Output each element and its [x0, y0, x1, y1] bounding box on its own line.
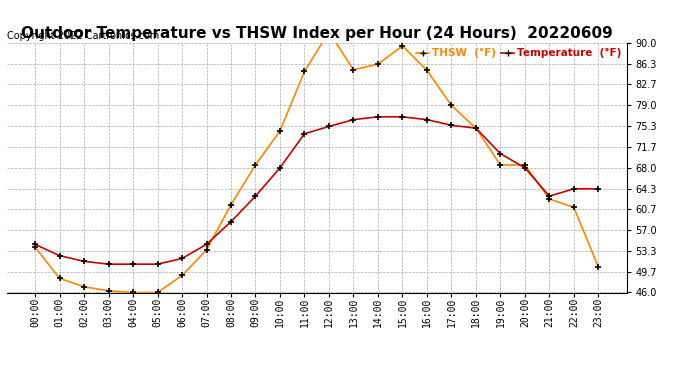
- Temperature  (°F): [496, 152, 504, 156]
- Line: Temperature  (°F): Temperature (°F): [32, 113, 602, 268]
- THSW  (°F): [594, 265, 602, 269]
- Temperature  (°F): [129, 262, 137, 266]
- Temperature  (°F): [276, 165, 284, 170]
- Temperature  (°F): [570, 186, 578, 191]
- THSW  (°F): [349, 68, 357, 72]
- THSW  (°F): [178, 273, 186, 278]
- Text: Copyright 2022 Cartronics.com: Copyright 2022 Cartronics.com: [7, 31, 159, 40]
- Title: Outdoor Temperature vs THSW Index per Hour (24 Hours)  20220609: Outdoor Temperature vs THSW Index per Ho…: [21, 26, 613, 40]
- THSW  (°F): [398, 44, 406, 48]
- Temperature  (°F): [178, 256, 186, 261]
- THSW  (°F): [153, 290, 161, 295]
- Temperature  (°F): [300, 132, 308, 136]
- THSW  (°F): [276, 129, 284, 133]
- Temperature  (°F): [153, 262, 161, 266]
- THSW  (°F): [80, 285, 88, 289]
- THSW  (°F): [496, 163, 504, 167]
- Temperature  (°F): [447, 123, 455, 128]
- THSW  (°F): [447, 103, 455, 108]
- Temperature  (°F): [55, 254, 63, 258]
- THSW  (°F): [472, 126, 480, 130]
- Temperature  (°F): [202, 242, 210, 247]
- THSW  (°F): [423, 68, 431, 73]
- Temperature  (°F): [251, 194, 259, 198]
- THSW  (°F): [31, 245, 39, 249]
- THSW  (°F): [55, 276, 63, 280]
- THSW  (°F): [104, 288, 112, 293]
- Line: THSW  (°F): THSW (°F): [32, 28, 602, 296]
- Temperature  (°F): [423, 117, 431, 122]
- Temperature  (°F): [374, 114, 382, 119]
- Temperature  (°F): [472, 126, 480, 130]
- Temperature  (°F): [325, 124, 333, 129]
- THSW  (°F): [300, 69, 308, 74]
- Temperature  (°F): [227, 219, 235, 224]
- THSW  (°F): [202, 248, 210, 252]
- Legend: THSW  (°F), Temperature  (°F): THSW (°F), Temperature (°F): [413, 44, 625, 63]
- Temperature  (°F): [349, 117, 357, 122]
- THSW  (°F): [374, 62, 382, 66]
- Temperature  (°F): [545, 194, 553, 198]
- Temperature  (°F): [521, 165, 529, 170]
- Temperature  (°F): [31, 242, 39, 247]
- THSW  (°F): [521, 163, 529, 167]
- THSW  (°F): [325, 30, 333, 34]
- THSW  (°F): [545, 197, 553, 201]
- THSW  (°F): [129, 290, 137, 295]
- THSW  (°F): [227, 202, 235, 207]
- THSW  (°F): [570, 205, 578, 210]
- THSW  (°F): [251, 163, 259, 167]
- Temperature  (°F): [104, 262, 112, 266]
- Temperature  (°F): [398, 114, 406, 119]
- Temperature  (°F): [594, 186, 602, 191]
- Temperature  (°F): [80, 259, 88, 264]
